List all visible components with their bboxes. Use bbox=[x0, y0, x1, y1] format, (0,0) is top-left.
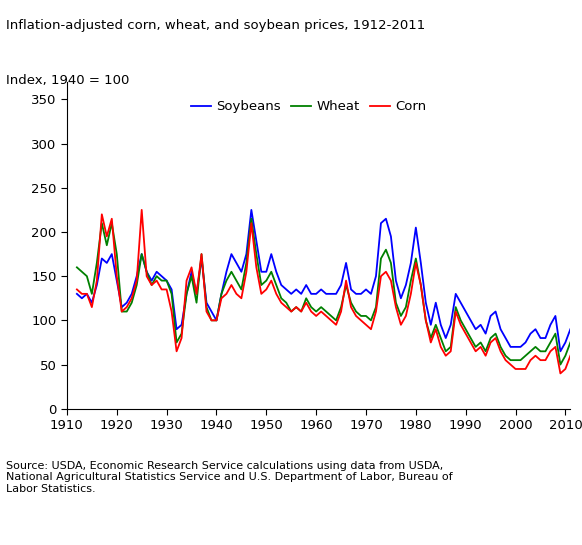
Wheat bbox=[332, 317, 339, 324]
Corn bbox=[547, 348, 554, 355]
Soybeans bbox=[532, 326, 539, 332]
Soybeans bbox=[547, 322, 554, 328]
Line: Wheat: Wheat bbox=[77, 219, 570, 365]
Corn bbox=[173, 348, 180, 355]
Wheat bbox=[557, 361, 564, 368]
Corn bbox=[332, 322, 339, 328]
Wheat bbox=[547, 339, 554, 346]
Soybeans bbox=[557, 348, 564, 355]
Corn bbox=[557, 370, 564, 377]
Line: Soybeans: Soybeans bbox=[77, 210, 570, 352]
Wheat bbox=[168, 290, 175, 297]
Corn bbox=[372, 308, 379, 315]
Wheat bbox=[73, 264, 80, 271]
Wheat bbox=[532, 343, 539, 350]
Legend: Soybeans, Wheat, Corn: Soybeans, Wheat, Corn bbox=[186, 95, 431, 118]
Text: Source: USDA, Economic Research Service calculations using data from USDA,
Natio: Source: USDA, Economic Research Service … bbox=[6, 461, 452, 494]
Wheat bbox=[372, 304, 379, 311]
Wheat bbox=[188, 273, 195, 280]
Soybeans bbox=[372, 273, 379, 280]
Text: Inflation-adjusted corn, wheat, and soybean prices, 1912-2011: Inflation-adjusted corn, wheat, and soyb… bbox=[6, 19, 425, 32]
Soybeans bbox=[567, 326, 574, 332]
Soybeans bbox=[188, 269, 195, 275]
Text: Index, 1940 = 100: Index, 1940 = 100 bbox=[6, 74, 129, 87]
Corn bbox=[138, 207, 145, 213]
Line: Corn: Corn bbox=[77, 210, 570, 373]
Soybeans bbox=[168, 286, 175, 293]
Soybeans bbox=[248, 207, 255, 213]
Corn bbox=[193, 290, 200, 297]
Wheat bbox=[248, 215, 255, 222]
Soybeans bbox=[73, 290, 80, 297]
Corn bbox=[532, 353, 539, 359]
Soybeans bbox=[332, 290, 339, 297]
Corn bbox=[73, 286, 80, 293]
Corn bbox=[567, 353, 574, 359]
Wheat bbox=[567, 339, 574, 346]
